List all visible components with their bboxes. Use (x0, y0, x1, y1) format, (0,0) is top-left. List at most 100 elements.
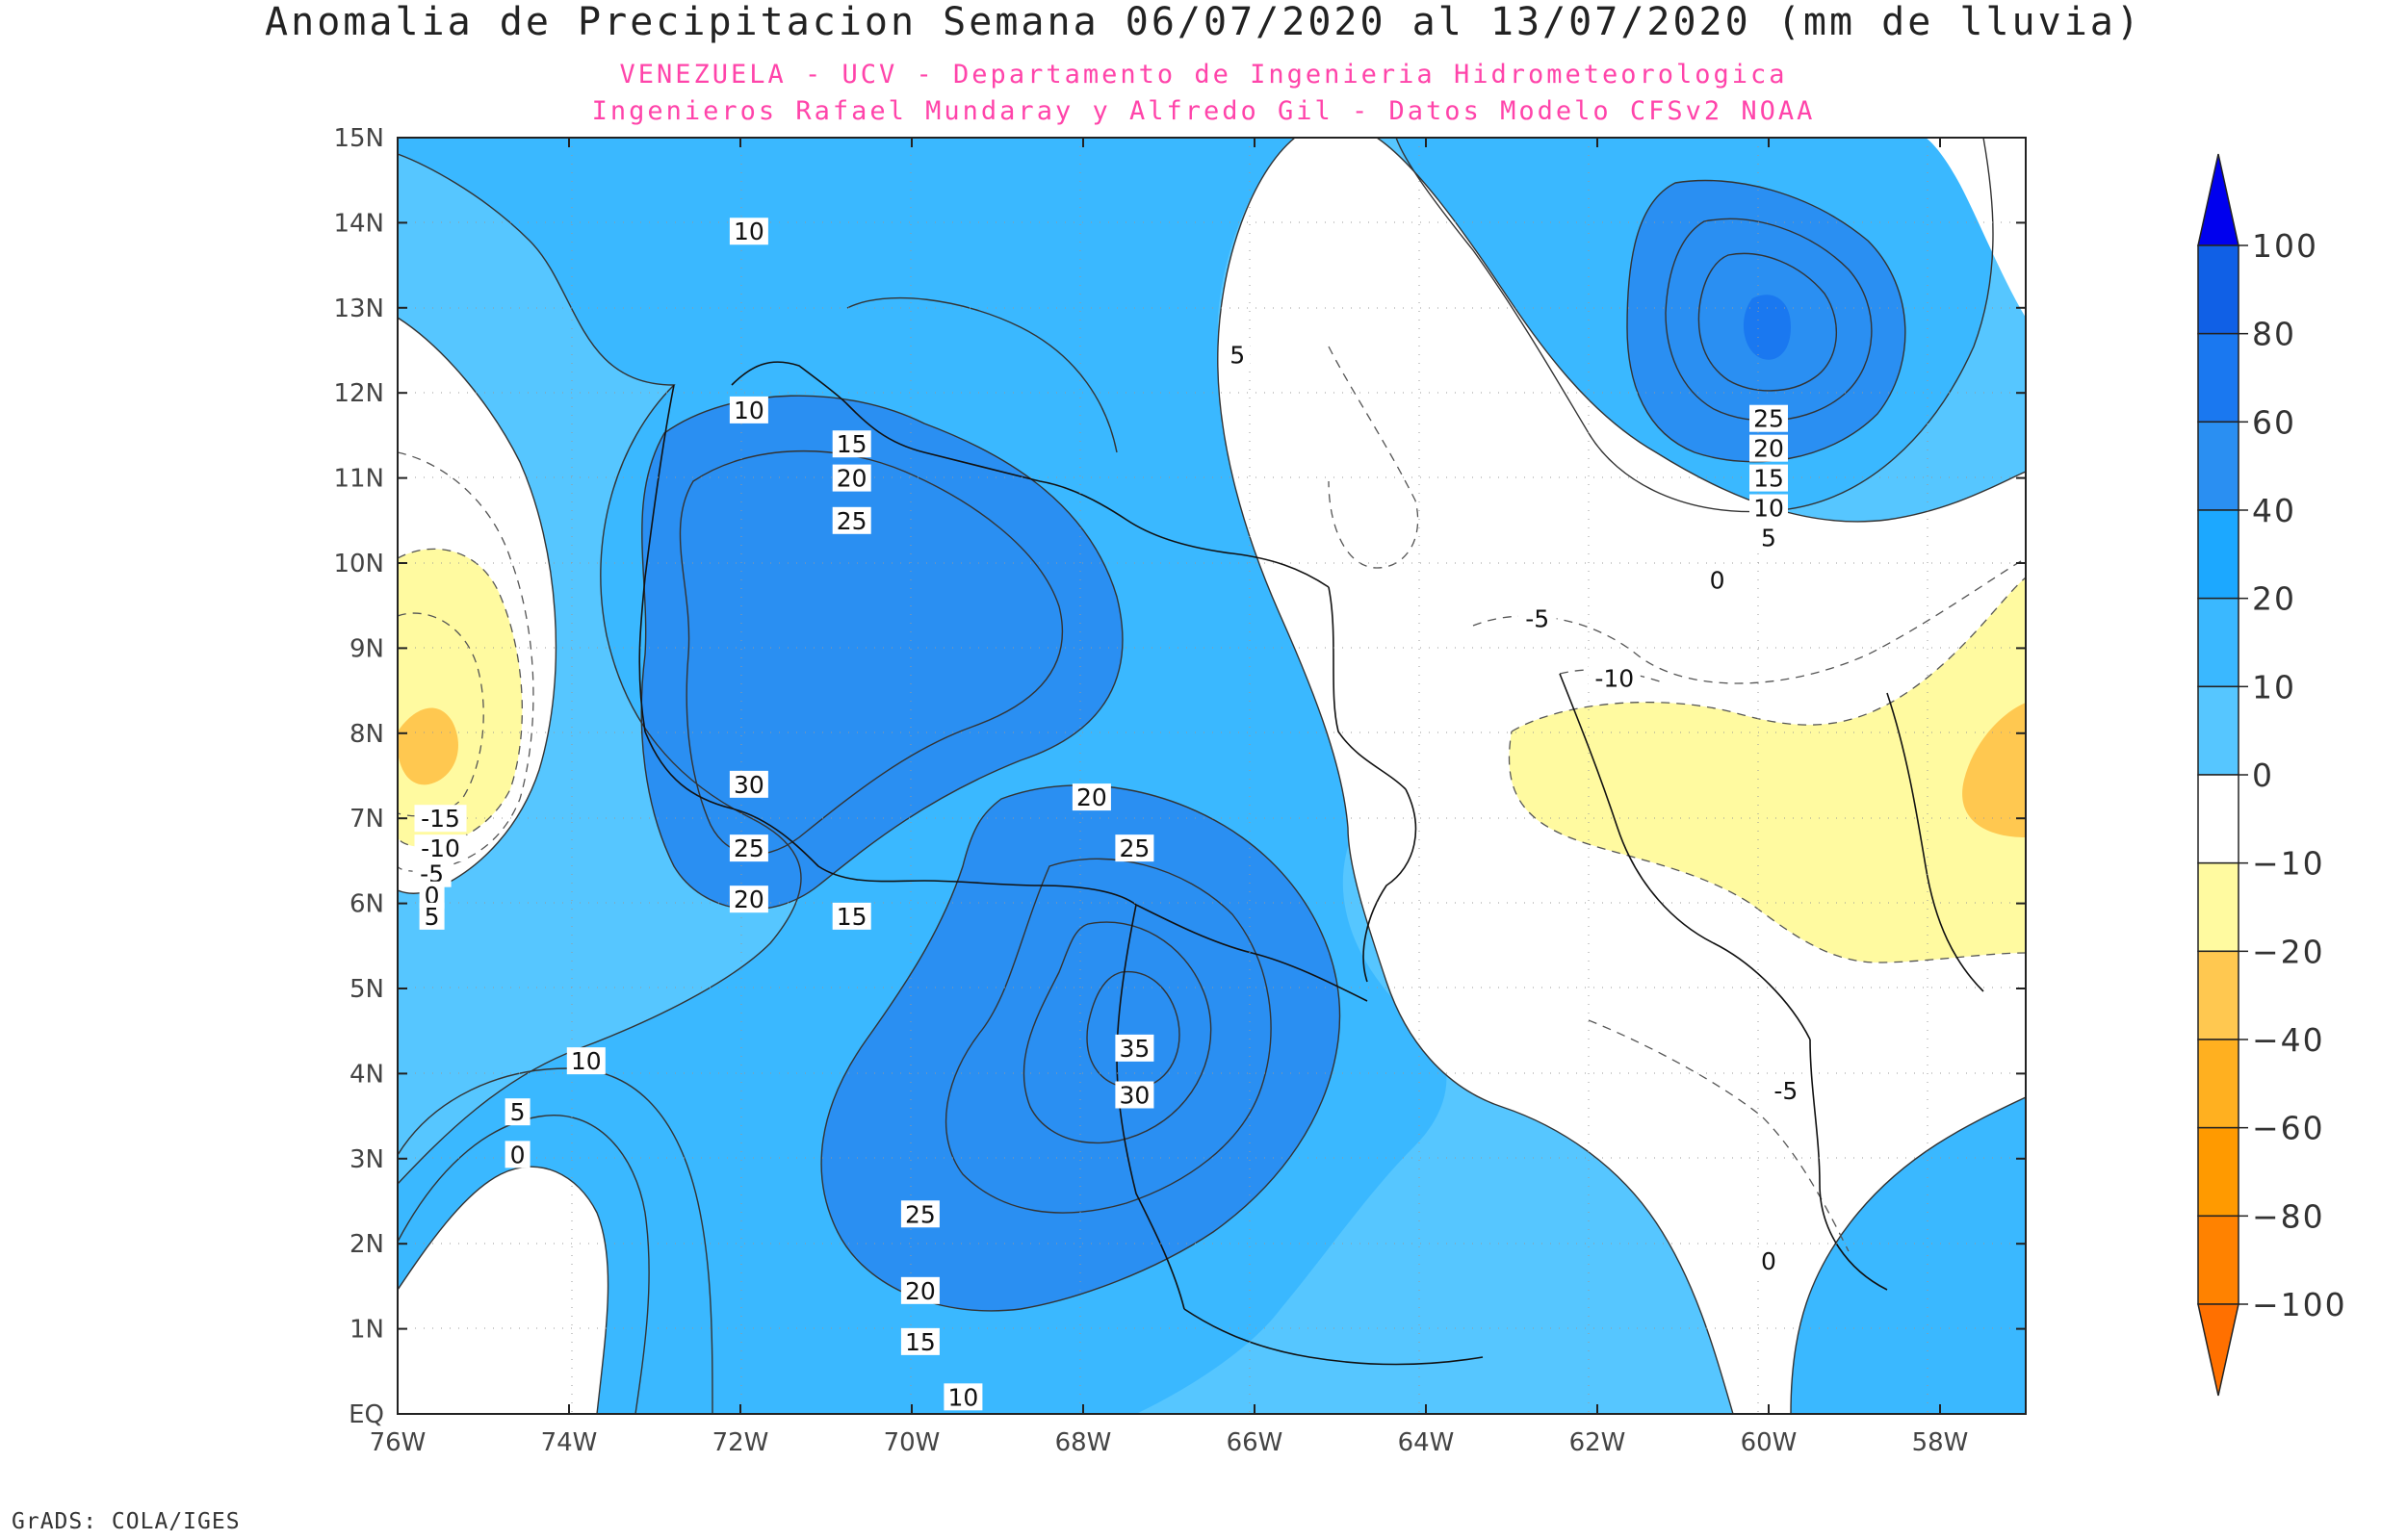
colorbar-swatch (2197, 774, 2239, 864)
lon-label: 76W (370, 1428, 427, 1457)
field-neg10-20-east (1509, 578, 2026, 962)
field-neg20-40-west (398, 707, 458, 785)
lat-label: 3N (349, 1145, 384, 1174)
lat-label: 9N (349, 634, 384, 663)
contour-label-box (1225, 341, 1251, 369)
contour-label-box (1766, 1077, 1805, 1105)
contour-label: 10 (571, 1047, 602, 1075)
contour-label-box (1749, 404, 1788, 432)
field-10-20-southeast (1791, 1097, 2026, 1414)
colorbar-swatch (2197, 332, 2239, 424)
political-boundaries (638, 361, 1984, 1366)
contour-label: 10 (734, 218, 764, 245)
contour-label: 5 (1229, 341, 1245, 369)
anomaly-fields (398, 138, 2026, 1414)
contour-label: 30 (734, 771, 764, 799)
lat-label: EQ (349, 1400, 384, 1429)
colorbar-label: −10 (2252, 845, 2325, 883)
lat-label: 1N (349, 1316, 384, 1345)
chart-title: Anomalia de Precipitacion Semana 06/07/2… (265, 0, 2142, 44)
lat-label: 13N (333, 295, 384, 323)
contour-label: 0 (510, 1141, 526, 1168)
colorbar-swatch (2197, 1126, 2239, 1218)
software-credit: GrADS: COLA/IGES (12, 1509, 241, 1534)
contour-label-box (832, 506, 871, 534)
contour-label: 15 (837, 430, 867, 458)
colorbar-label: 10 (2252, 668, 2296, 706)
contour-label-box (1756, 524, 1781, 552)
colorbar-swatch (2197, 1215, 2239, 1305)
contour-label: 10 (1753, 495, 1784, 523)
contour-label: 20 (837, 465, 867, 493)
colorbar-label: 20 (2252, 580, 2296, 618)
contour-label: 5 (510, 1098, 526, 1126)
field-neg0-10-northeast (1926, 138, 2026, 318)
contour-label-box (1115, 1081, 1154, 1109)
contour-label: 30 (1119, 1082, 1150, 1110)
subtitle-institution: VENEZUELA - UCV - Departamento de Ingeni… (619, 60, 1788, 90)
lon-label: 60W (1741, 1428, 1798, 1457)
contour-label: 20 (734, 886, 764, 913)
contour-label: -15 (421, 805, 460, 833)
contour-label-box (414, 805, 467, 833)
lon-label: 70W (884, 1428, 941, 1457)
contour-label: -10 (1594, 664, 1634, 692)
contour-label: -5 (1773, 1077, 1798, 1105)
contour-label-box (1749, 494, 1788, 522)
lat-label: 15N (333, 124, 384, 153)
contour-label: 5 (425, 903, 440, 931)
contour-label: 15 (1753, 465, 1784, 493)
lon-label: 74W (541, 1428, 598, 1457)
colorbar-bottom-arrow (2197, 1303, 2239, 1397)
contour-label-box (729, 886, 768, 913)
lon-label: 62W (1569, 1428, 1626, 1457)
lat-label: 12N (333, 379, 384, 408)
contour-label: 25 (1753, 405, 1784, 433)
contour-label: -10 (421, 834, 460, 862)
contour-label: 20 (1753, 435, 1784, 463)
contour-label: 20 (1076, 783, 1107, 811)
contour-label: 10 (734, 397, 764, 424)
contour-label-box (419, 902, 445, 930)
colorbar-label: −100 (2252, 1286, 2347, 1323)
contour-label-box (414, 834, 467, 862)
lat-label: 8N (349, 720, 384, 749)
contour-label: 0 (425, 882, 440, 910)
colorbar-swatch (2197, 861, 2239, 953)
contour-label: 15 (905, 1328, 936, 1356)
contour-label-box (832, 902, 871, 930)
field-neg0-10-southwest (398, 1167, 608, 1414)
contour-label-box (729, 770, 768, 798)
contour-label-box (505, 1098, 531, 1126)
contour-label-box (832, 464, 871, 492)
contour-label-box (1749, 464, 1788, 492)
contour-label: 5 (1761, 524, 1776, 552)
contour-label-box (1588, 664, 1641, 692)
subtitle-authors: Ingenieros Rafael Mundaray y Alfredo Gil… (591, 96, 1816, 126)
contour-label-box (729, 396, 768, 424)
colorbar-swatch (2197, 950, 2239, 1040)
contour-label: 25 (837, 507, 867, 535)
lon-label: 64W (1398, 1428, 1455, 1457)
contour-label-box (944, 1383, 983, 1411)
contour-label-box (1115, 834, 1154, 862)
lat-label: 5N (349, 975, 384, 1004)
contour-label: 25 (734, 834, 764, 862)
lat-label: 7N (349, 805, 384, 834)
field-neg20-40-east (1962, 703, 2026, 837)
contour-labels: 1051015202530252015202535302520151010502… (412, 218, 1805, 1411)
colorbar-label: −20 (2252, 933, 2325, 970)
lat-label: 6N (349, 890, 384, 919)
colorbar-swatch (2197, 244, 2239, 335)
lat-label: 4N (349, 1060, 384, 1089)
contour-label-box (832, 430, 871, 458)
colorbar-top-arrow (2197, 153, 2239, 246)
contour-label: 35 (1119, 1035, 1150, 1063)
lon-label: 72W (712, 1428, 769, 1457)
lon-label: 68W (1055, 1428, 1112, 1457)
colorbar-label: −60 (2252, 1110, 2325, 1147)
contour-label: 0 (1761, 1247, 1776, 1275)
plot-frame (397, 137, 2027, 1415)
